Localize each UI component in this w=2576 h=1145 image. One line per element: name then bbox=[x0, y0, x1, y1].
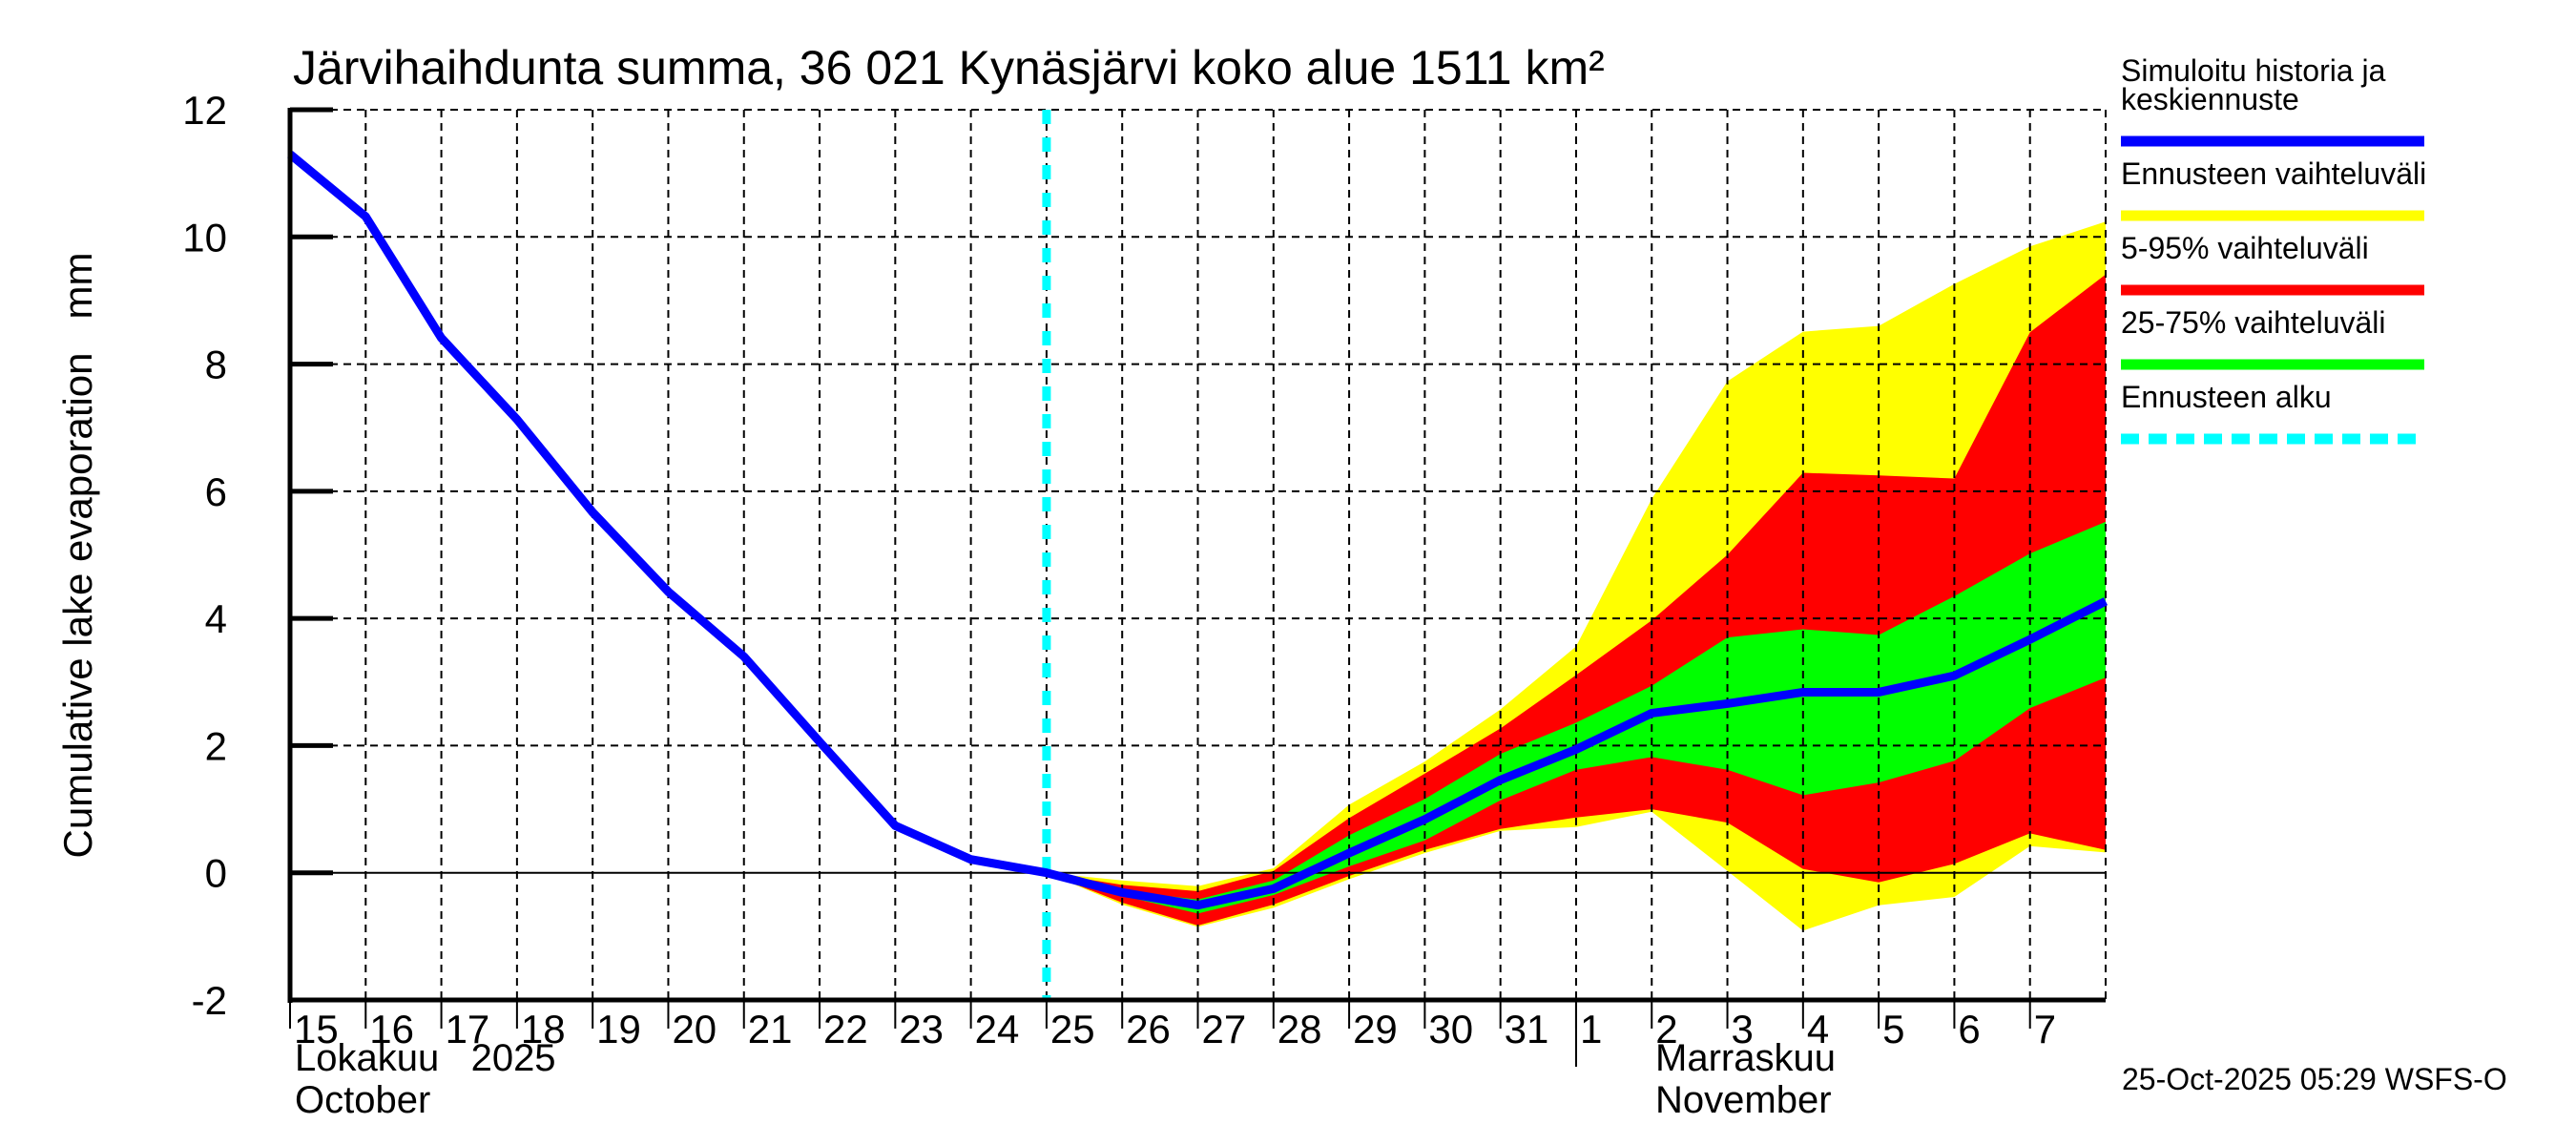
x-tick-labels: 15 16 17 18 19 20 21 22 23 24 25 26 27 28 29 30 31 1 2 3 4 5 6… bbox=[294, 1007, 2056, 1051]
x-tick-label: 3 bbox=[1732, 1007, 1754, 1051]
y-tick-label: 4 bbox=[205, 596, 227, 641]
x-tick-label: 19 bbox=[596, 1007, 641, 1051]
month-label-november-en: November bbox=[1655, 1079, 1832, 1121]
legend-label: 5-95% vaihteluväli bbox=[2121, 231, 2369, 265]
x-tick-label: 26 bbox=[1126, 1007, 1171, 1051]
x-tick-label: 18 bbox=[521, 1007, 566, 1051]
x-tick-label: 29 bbox=[1353, 1007, 1398, 1051]
x-tick-label: 27 bbox=[1202, 1007, 1247, 1051]
x-tick-label: 23 bbox=[899, 1007, 944, 1051]
x-tick-label: 16 bbox=[369, 1007, 414, 1051]
x-tick-label: 24 bbox=[975, 1007, 1020, 1051]
x-tick-label: 31 bbox=[1505, 1007, 1549, 1051]
legend-label: Ennusteen alku bbox=[2121, 380, 2332, 414]
x-tick-label: 25 bbox=[1050, 1007, 1095, 1051]
chart-title: Järvihaihdunta summa, 36 021 Kynäsjärvi … bbox=[293, 41, 1605, 94]
y-tick-label: 10 bbox=[182, 215, 227, 260]
x-tick-label: 21 bbox=[748, 1007, 793, 1051]
x-tick-label: 30 bbox=[1428, 1007, 1473, 1051]
x-tick-label: 1 bbox=[1580, 1007, 1602, 1051]
month-label-october-fi: Lokakuu 2025 bbox=[295, 1037, 556, 1079]
legend-label: keskiennuste bbox=[2121, 82, 2299, 116]
x-tick-label: 4 bbox=[1807, 1007, 1829, 1051]
y-tick-label: 2 bbox=[205, 723, 227, 768]
x-tick-label: 6 bbox=[1958, 1007, 1980, 1051]
y-tick-label: 0 bbox=[205, 851, 227, 896]
month-label-october-en: October bbox=[295, 1079, 430, 1121]
y-tick-labels: -2 0 2 4 6 8 10 12 bbox=[182, 88, 227, 1023]
x-tick-label: 2 bbox=[1655, 1007, 1677, 1051]
y-axis-label: Cumulative lake evaporation mm bbox=[55, 253, 100, 859]
x-tick-label: 20 bbox=[672, 1007, 717, 1051]
forecast-bands bbox=[1046, 221, 2106, 931]
legend-label: Simuloitu historia ja bbox=[2121, 53, 2386, 88]
band-25-75-vaihteluv-li bbox=[1046, 521, 2106, 914]
y-tick-label: 8 bbox=[205, 343, 227, 387]
legend-label: Ennusteen vaihteluväli bbox=[2121, 156, 2426, 191]
x-tick-label: 15 bbox=[294, 1007, 339, 1051]
x-tick-label: 7 bbox=[2034, 1007, 2056, 1051]
timestamp: 25-Oct-2025 05:29 WSFS-O bbox=[2122, 1062, 2507, 1096]
x-tick-label: 5 bbox=[1882, 1007, 1904, 1051]
legend-label: 25-75% vaihteluväli bbox=[2121, 305, 2386, 340]
y-tick-label: 12 bbox=[182, 88, 227, 133]
median-line bbox=[287, 151, 2109, 910]
x-tick-label: 22 bbox=[823, 1007, 868, 1051]
axes bbox=[287, 107, 2106, 1067]
y-tick-label: 6 bbox=[205, 469, 227, 514]
y-tick-label: -2 bbox=[192, 978, 227, 1023]
x-tick-label: 28 bbox=[1278, 1007, 1322, 1051]
x-tick-label: 17 bbox=[446, 1007, 490, 1051]
month-label-november-fi: Marraskuu bbox=[1655, 1037, 1836, 1079]
